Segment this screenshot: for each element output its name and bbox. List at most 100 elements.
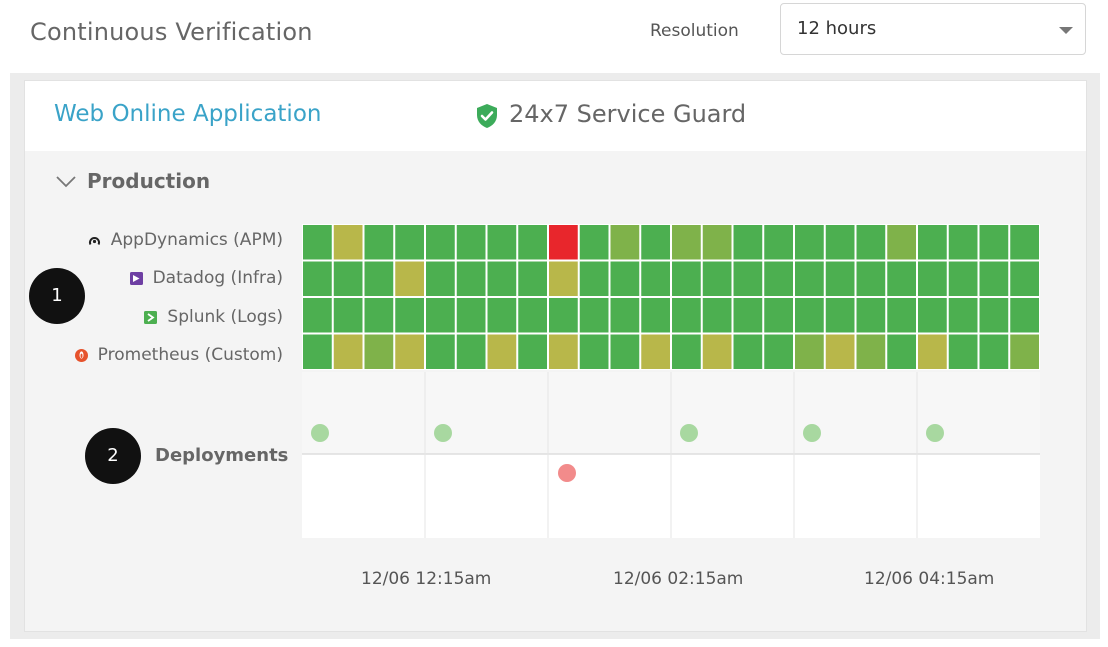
heatmap-cell[interactable]	[856, 261, 886, 297]
deployment-success-marker[interactable]	[680, 424, 698, 442]
heatmap-cell[interactable]	[856, 225, 886, 260]
heatmap-cell[interactable]	[795, 261, 824, 297]
heatmap-cell[interactable]	[948, 298, 978, 333]
heatmap-cell[interactable]	[303, 334, 332, 370]
heatmap-cell[interactable]	[456, 334, 486, 370]
heatmap-cell[interactable]	[579, 225, 609, 260]
heatmap-cell[interactable]	[579, 298, 609, 333]
heatmap-cell[interactable]	[702, 225, 732, 260]
heatmap-cell[interactable]	[979, 298, 1009, 333]
heatmap-cell[interactable]	[764, 225, 793, 260]
heatmap-cell[interactable]	[733, 261, 763, 297]
source-row-splunk[interactable]: Splunk (Logs)	[144, 307, 283, 327]
heatmap-cell[interactable]	[579, 261, 609, 297]
heatmap-cell[interactable]	[579, 334, 609, 370]
heatmap-cell[interactable]	[549, 334, 578, 370]
heatmap-cell[interactable]	[487, 334, 517, 370]
heatmap-cell[interactable]	[333, 261, 363, 297]
heatmap-cell[interactable]	[979, 334, 1009, 370]
heatmap-cell[interactable]	[395, 261, 424, 297]
app-name-link[interactable]: Web Online Application	[54, 101, 322, 127]
heatmap-cell[interactable]	[456, 225, 486, 260]
heatmap-cell[interactable]	[764, 334, 793, 370]
heatmap-cell[interactable]	[518, 298, 547, 333]
heatmap-cell[interactable]	[825, 261, 855, 297]
heatmap-cell[interactable]	[518, 261, 547, 297]
heatmap-cell[interactable]	[948, 261, 978, 297]
heatmap-cell[interactable]	[303, 225, 332, 260]
heatmap-cell[interactable]	[549, 298, 578, 333]
heatmap-cell[interactable]	[487, 225, 517, 260]
heatmap-cell[interactable]	[1010, 225, 1039, 260]
heatmap-cell[interactable]	[395, 225, 424, 260]
heatmap-cell[interactable]	[426, 225, 455, 260]
heatmap-cell[interactable]	[887, 298, 916, 333]
heatmap-cell[interactable]	[333, 225, 363, 260]
heatmap-cell[interactable]	[825, 334, 855, 370]
heatmap-cell[interactable]	[702, 334, 732, 370]
heatmap-cell[interactable]	[795, 298, 824, 333]
heatmap-cell[interactable]	[856, 298, 886, 333]
heatmap-cell[interactable]	[948, 225, 978, 260]
heatmap-cell[interactable]	[918, 298, 947, 333]
heatmap-cell[interactable]	[395, 334, 424, 370]
heatmap-cell[interactable]	[825, 225, 855, 260]
heatmap-cell[interactable]	[733, 334, 763, 370]
heatmap-cell[interactable]	[549, 261, 578, 297]
heatmap-cell[interactable]	[948, 334, 978, 370]
heatmap-cell[interactable]	[303, 261, 332, 297]
resolution-select[interactable]: 12 hours	[780, 3, 1086, 55]
deployment-success-marker[interactable]	[434, 424, 452, 442]
heatmap-cell[interactable]	[549, 225, 578, 260]
deployment-success-marker[interactable]	[311, 424, 329, 442]
heatmap-cell[interactable]	[426, 334, 455, 370]
heatmap-cell[interactable]	[395, 298, 424, 333]
heatmap-cell[interactable]	[672, 298, 701, 333]
heatmap-cell[interactable]	[518, 225, 547, 260]
heatmap-cell[interactable]	[764, 298, 793, 333]
heatmap-cell[interactable]	[918, 261, 947, 297]
heatmap-cell[interactable]	[1010, 261, 1039, 297]
heatmap-cell[interactable]	[1010, 298, 1039, 333]
heatmap-cell[interactable]	[610, 225, 640, 260]
heatmap-cell[interactable]	[702, 298, 732, 333]
heatmap-cell[interactable]	[364, 261, 394, 297]
heatmap-cell[interactable]	[887, 334, 916, 370]
heatmap-cell[interactable]	[364, 334, 394, 370]
heatmap-cell[interactable]	[364, 298, 394, 333]
heatmap-cell[interactable]	[887, 225, 916, 260]
heatmap-cell[interactable]	[303, 298, 332, 333]
deployment-success-marker[interactable]	[803, 424, 821, 442]
heatmap-cell[interactable]	[518, 334, 547, 370]
heatmap-cell[interactable]	[610, 298, 640, 333]
heatmap-cell[interactable]	[702, 261, 732, 297]
heatmap-cell[interactable]	[641, 261, 670, 297]
deployment-success-marker[interactable]	[926, 424, 944, 442]
heatmap-cell[interactable]	[672, 225, 701, 260]
heatmap-cell[interactable]	[610, 334, 640, 370]
heatmap-cell[interactable]	[887, 261, 916, 297]
heatmap-cell[interactable]	[918, 334, 947, 370]
heatmap-cell[interactable]	[333, 334, 363, 370]
heatmap-cell[interactable]	[364, 225, 394, 260]
heatmap-cell[interactable]	[487, 298, 517, 333]
heatmap-cell[interactable]	[795, 334, 824, 370]
heatmap-cell[interactable]	[764, 261, 793, 297]
heatmap-cell[interactable]	[979, 225, 1009, 260]
heatmap-cell[interactable]	[856, 334, 886, 370]
heatmap-cell[interactable]	[672, 261, 701, 297]
heatmap-cell[interactable]	[456, 261, 486, 297]
heatmap-cell[interactable]	[641, 334, 670, 370]
heatmap-cell[interactable]	[333, 298, 363, 333]
source-row-datadog[interactable]: Datadog (Infra)	[129, 268, 283, 288]
heatmap-cell[interactable]	[641, 225, 670, 260]
heatmap-cell[interactable]	[426, 298, 455, 333]
heatmap-cell[interactable]	[795, 225, 824, 260]
heatmap-cell[interactable]	[733, 298, 763, 333]
source-row-prometheus[interactable]: Prometheus (Custom)	[74, 345, 283, 365]
heatmap-cell[interactable]	[641, 298, 670, 333]
heatmap-cell[interactable]	[672, 334, 701, 370]
heatmap-cell[interactable]	[979, 261, 1009, 297]
heatmap-cell[interactable]	[487, 261, 517, 297]
heatmap-cell[interactable]	[918, 225, 947, 260]
